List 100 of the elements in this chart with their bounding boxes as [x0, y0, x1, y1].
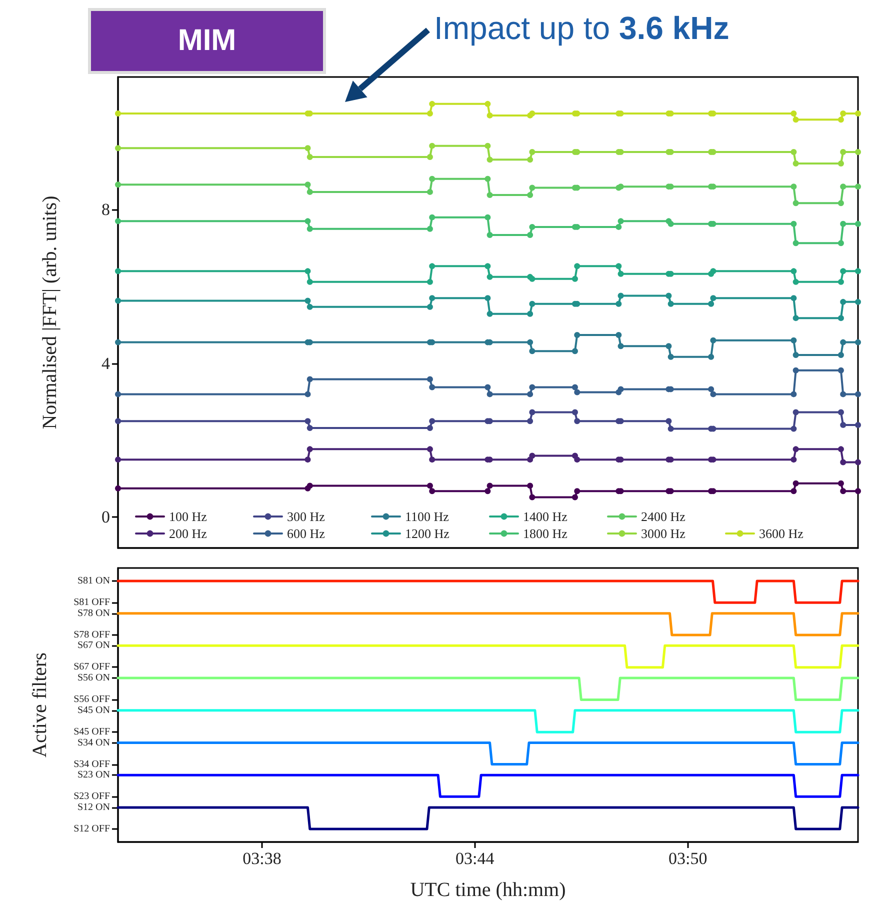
- point: [304, 182, 311, 188]
- point: [668, 354, 674, 360]
- y-axis-title: Normalised |FFT| (arb. units): [39, 196, 61, 430]
- y-tick-label: 0: [102, 508, 110, 527]
- category-label: S56 OFF: [74, 694, 110, 706]
- point: [306, 278, 313, 285]
- point: [792, 480, 799, 486]
- point: [304, 456, 311, 463]
- point: [484, 384, 491, 390]
- category-label: S45 OFF: [74, 726, 110, 738]
- point: [527, 310, 534, 317]
- point: [484, 488, 491, 494]
- text: MIM: [88, 8, 326, 74]
- point: [484, 142, 491, 149]
- point: [840, 148, 846, 155]
- point: [426, 482, 433, 489]
- category-label: S67 ON: [77, 640, 110, 652]
- point: [429, 295, 436, 302]
- point: [840, 488, 846, 494]
- point: [855, 298, 861, 305]
- point: [840, 110, 846, 117]
- point: [616, 300, 622, 307]
- point: [838, 160, 844, 167]
- point: [855, 268, 861, 274]
- point: [855, 422, 861, 428]
- point: [838, 315, 844, 322]
- point: [429, 100, 436, 107]
- point: [792, 315, 799, 322]
- point: [306, 188, 313, 195]
- point: [790, 426, 797, 432]
- point: [572, 384, 578, 390]
- category-label: S45 ON: [77, 704, 110, 716]
- point: [710, 391, 716, 398]
- point: [529, 452, 536, 459]
- y-tick-label: 8: [102, 200, 110, 220]
- legend-label: 1800 Hz: [523, 526, 568, 541]
- point: [529, 224, 536, 230]
- category-label: S78 ON: [77, 608, 110, 619]
- point: [790, 391, 797, 398]
- point: [838, 480, 844, 486]
- point: [790, 148, 797, 155]
- point: [429, 214, 436, 220]
- point: [572, 409, 578, 416]
- x-tick-label: 03:38: [242, 849, 282, 868]
- point: [484, 100, 491, 107]
- point: [710, 337, 716, 344]
- point: [838, 352, 844, 358]
- point: [429, 384, 436, 390]
- point: [855, 184, 861, 190]
- point: [792, 409, 799, 416]
- point: [790, 220, 797, 227]
- point: [840, 339, 846, 346]
- point: [838, 367, 844, 374]
- category-label: S12 OFF: [74, 824, 110, 835]
- legend-label: 1400 Hz: [523, 509, 568, 524]
- point: [838, 240, 844, 246]
- y-tick-label: 4: [102, 354, 110, 373]
- point: [426, 188, 433, 195]
- point: [527, 339, 534, 346]
- point: [486, 310, 493, 317]
- point: [306, 304, 313, 310]
- legend-label: 1200 Hz: [405, 526, 450, 541]
- point: [790, 488, 797, 494]
- point: [792, 160, 799, 167]
- point: [708, 300, 714, 307]
- category-label: S78 OFF: [74, 629, 110, 640]
- point: [668, 426, 674, 432]
- point: [115, 268, 121, 274]
- category-label: S12 ON: [77, 802, 110, 813]
- point: [484, 295, 491, 302]
- point: [792, 446, 799, 452]
- point: [855, 459, 861, 466]
- point: [855, 110, 861, 117]
- point: [574, 418, 580, 424]
- x-axis-title: UTC time (hh:mm): [410, 879, 566, 901]
- point: [529, 409, 536, 416]
- point: [429, 142, 436, 149]
- legend-label: 300 Hz: [287, 509, 326, 524]
- point: [618, 343, 624, 350]
- point: [790, 184, 797, 190]
- point: [529, 300, 536, 307]
- point: [304, 145, 311, 152]
- point: [838, 409, 844, 416]
- point: [792, 278, 799, 285]
- point: [115, 110, 121, 117]
- point: [306, 226, 313, 232]
- point: [855, 220, 861, 227]
- point: [790, 456, 797, 463]
- point: [426, 278, 433, 285]
- point: [426, 154, 433, 160]
- point: [838, 200, 844, 206]
- point: [616, 224, 622, 230]
- point: [426, 226, 433, 232]
- point: [484, 214, 491, 220]
- point: [486, 391, 493, 398]
- point: [486, 156, 493, 163]
- point: [710, 268, 716, 274]
- point: [115, 456, 121, 463]
- point: [838, 446, 844, 452]
- text: Impact up to 3.6 kHz: [434, 10, 730, 46]
